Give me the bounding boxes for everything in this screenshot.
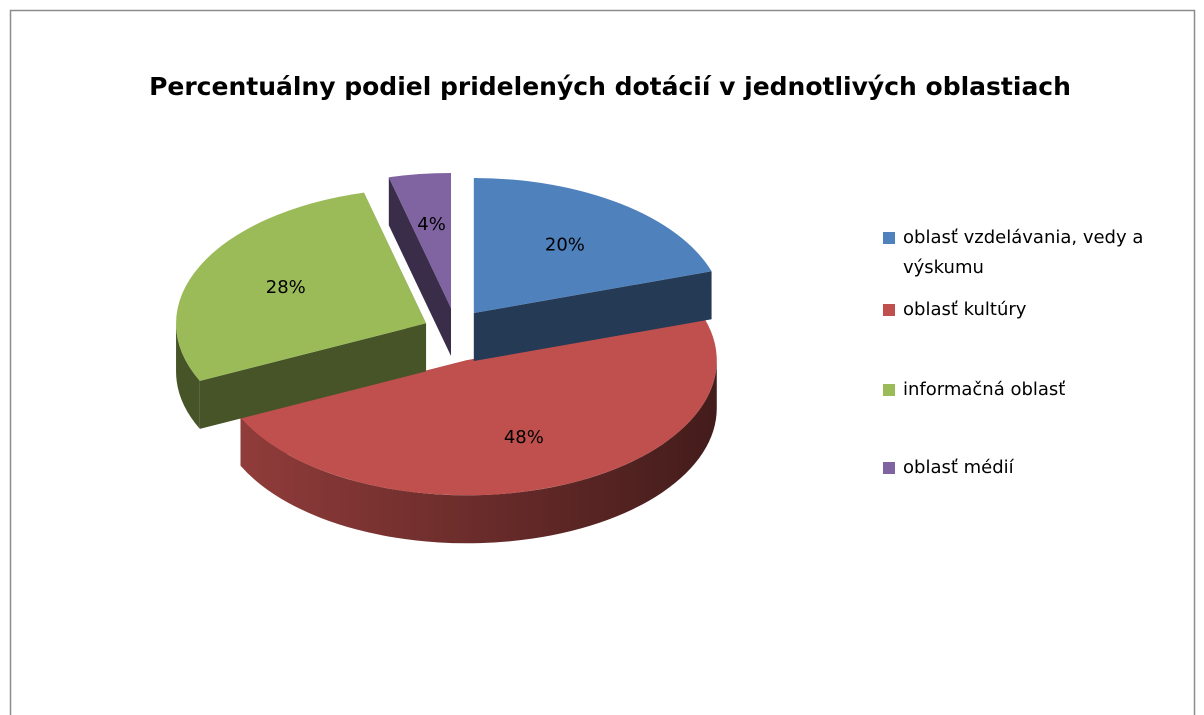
slice (176, 192, 427, 381)
data-label: 4% (417, 214, 446, 235)
slice-group (176, 192, 427, 429)
data-label: 48% (504, 427, 544, 448)
slice (473, 177, 712, 313)
slice-side (473, 271, 712, 361)
legend-swatch (883, 384, 895, 396)
slice (240, 318, 717, 496)
slice-side (199, 323, 427, 429)
slice-group (240, 318, 717, 544)
legend-label: oblasť vzdelávania, vedy a výskumu (903, 227, 1143, 278)
legend-swatch (883, 462, 895, 474)
chart-title: Percentuálny podiel pridelených dotácií … (149, 72, 1071, 101)
slice-wall (176, 323, 200, 429)
legend-line: výskumu (903, 257, 984, 278)
slice-side (388, 177, 451, 357)
legend-label: oblasť kultúry (903, 299, 1027, 320)
data-label: 20% (545, 234, 585, 255)
slice-group (473, 177, 712, 361)
legend-line: oblasť vzdelávania, vedy a (903, 227, 1143, 248)
legend-swatch (883, 232, 895, 244)
legend-label: informačná oblasť (903, 379, 1065, 400)
data-label: 28% (266, 277, 306, 298)
slice (388, 173, 451, 309)
slice-wall (240, 360, 717, 544)
slice-group (388, 173, 451, 357)
legend-label: oblasť médií (903, 457, 1015, 478)
legend-swatch (883, 304, 895, 316)
